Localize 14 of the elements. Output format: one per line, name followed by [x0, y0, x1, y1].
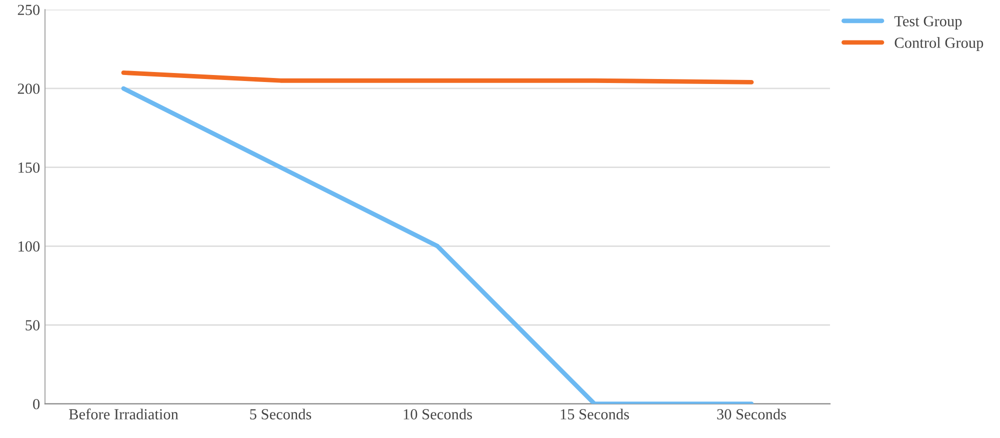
y-tick-label: 50	[26, 320, 40, 330]
y-tick-label: 0	[33, 398, 40, 410]
x-tick-label: 10 Seconds	[404, 408, 472, 420]
y-tick-label: 150	[18, 162, 40, 173]
y-tick-label: 200	[18, 84, 40, 94]
x-tick-label: 30 Seconds	[717, 408, 786, 420]
x-tick-label: 5 Seconds	[250, 408, 312, 420]
y-tick-label: 250	[18, 4, 40, 16]
legend-label: Test Group	[894, 16, 962, 30]
y-tick-label: 100	[18, 241, 40, 252]
legend-label: Control Group	[894, 37, 984, 52]
x-tick-label: Before Irradiation	[69, 408, 178, 420]
x-tick-label: 15 Seconds	[560, 408, 629, 420]
line-series	[121, 86, 754, 404]
